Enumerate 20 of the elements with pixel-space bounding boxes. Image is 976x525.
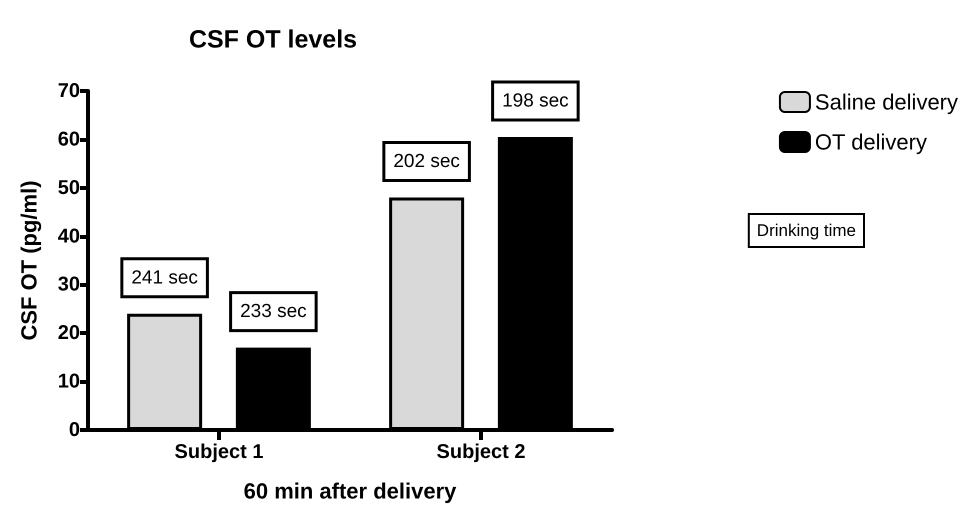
text: Drinking time xyxy=(756,221,856,240)
annotation: 198 sec xyxy=(502,90,569,112)
x-axis-title: 60 min after delivery xyxy=(244,478,458,504)
legend-label: OT delivery xyxy=(814,130,928,154)
legend-label: Saline delivery xyxy=(814,90,958,114)
y-tick-label: 10 xyxy=(58,370,80,393)
annotation: 202 sec xyxy=(393,151,460,172)
annotation: 241 sec xyxy=(131,267,198,288)
annotation: 233 sec xyxy=(240,301,307,322)
x-tick-label: Subject 2 xyxy=(436,441,526,463)
y-tick-label: 50 xyxy=(58,176,80,199)
y-tick-label: 20 xyxy=(58,322,80,344)
chart-title: CSF OT levels xyxy=(188,26,358,54)
y-axis-title: CSF OT (pg/ml) xyxy=(16,180,42,341)
x-tick-label: Subject 1 xyxy=(174,441,264,463)
y-tick-label: 30 xyxy=(58,274,80,296)
y-tick-label: 40 xyxy=(58,225,80,248)
y-tick-label: 70 xyxy=(58,80,80,102)
y-tick-label: 0 xyxy=(68,419,80,441)
y-tick-label: 60 xyxy=(58,128,80,150)
